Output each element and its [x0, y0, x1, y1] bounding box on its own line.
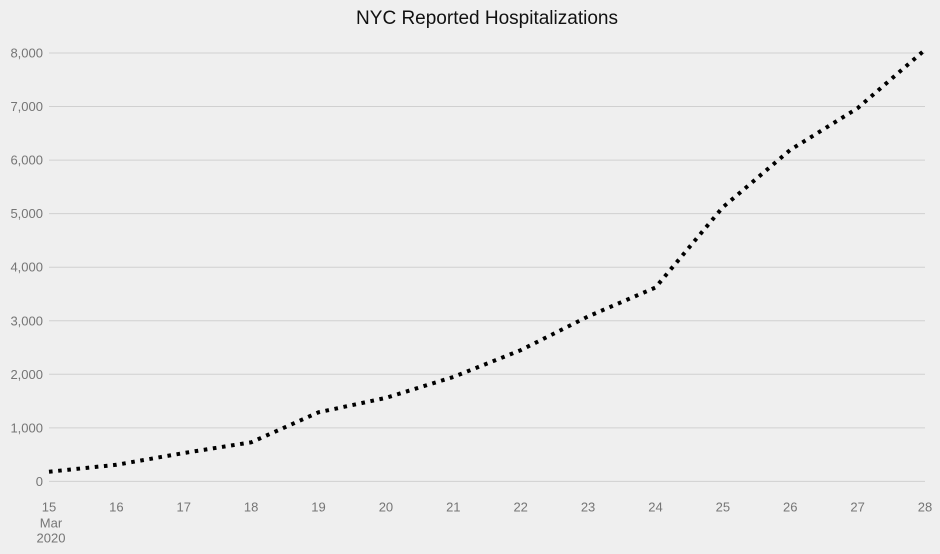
x-axis-footnote: 2020 [37, 531, 66, 546]
x-tick-label: 17 [177, 500, 191, 515]
chart-title: NYC Reported Hospitalizations [356, 8, 618, 29]
y-tick-label: 4,000 [10, 260, 43, 275]
y-tick-label: 8,000 [10, 46, 43, 61]
y-tick-label: 2,000 [10, 367, 43, 382]
x-tick-label: 21 [446, 500, 460, 515]
y-tick-label: 6,000 [10, 153, 43, 168]
x-tick-label: 20 [379, 500, 393, 515]
y-tick-label: 0 [36, 474, 43, 489]
x-tick-label: 28 [918, 500, 932, 515]
x-tick-label: 24 [648, 500, 662, 515]
x-tick-label: 18 [244, 500, 258, 515]
x-tick-label: 26 [783, 500, 797, 515]
x-tick-label: 15 [42, 500, 56, 515]
y-tick-label: 3,000 [10, 313, 43, 328]
x-tick-label: 22 [513, 500, 527, 515]
series-line [48, 48, 927, 474]
y-tick-label: 1,000 [10, 420, 43, 435]
x-tick-label: 23 [581, 500, 595, 515]
y-tick-label: 7,000 [10, 99, 43, 114]
y-tick-label: 5,000 [10, 206, 43, 221]
x-tick-label: 16 [109, 500, 123, 515]
x-tick-label: 19 [311, 500, 325, 515]
x-axis-footnote: Mar [40, 516, 63, 531]
x-tick-label: 25 [716, 500, 730, 515]
x-tick-label: 27 [850, 500, 864, 515]
